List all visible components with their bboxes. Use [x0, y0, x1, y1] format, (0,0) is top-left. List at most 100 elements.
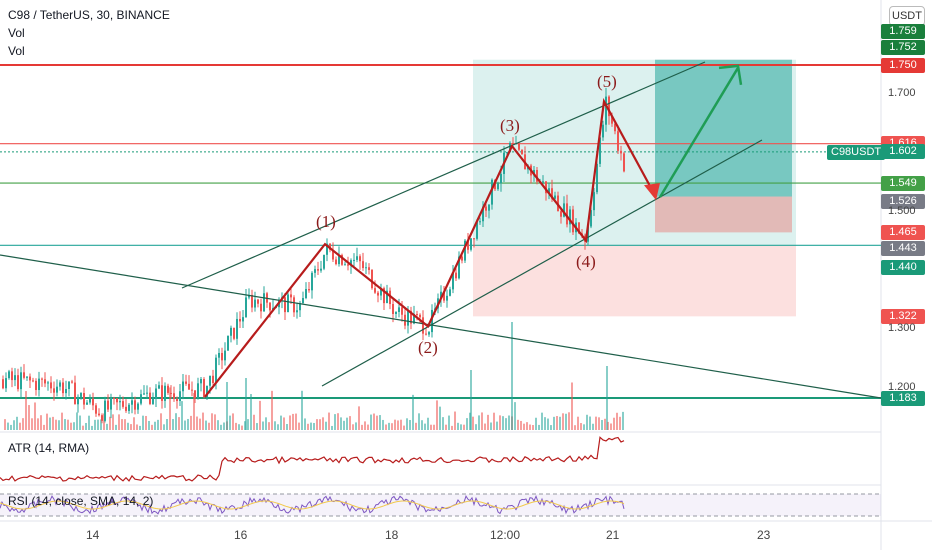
candle-body — [254, 299, 256, 308]
candle-body — [422, 317, 424, 334]
candle-body — [356, 256, 358, 260]
candle-body — [383, 288, 385, 304]
candle-body — [137, 403, 139, 410]
candle-body — [536, 170, 538, 182]
volume-bar — [466, 418, 468, 430]
volume-bar — [208, 422, 210, 430]
candle-body — [464, 240, 466, 261]
candle-body — [119, 401, 121, 403]
volume-bar — [34, 402, 36, 430]
volume-bar — [589, 416, 591, 430]
candle-body — [296, 310, 298, 313]
candle-body — [341, 254, 343, 265]
volume-bar — [94, 419, 96, 430]
candle-body — [152, 398, 154, 404]
candle-body — [290, 294, 292, 298]
volume-bar — [562, 413, 564, 430]
wave-label: (2) — [418, 338, 438, 357]
candle-body — [89, 398, 91, 403]
vol-label-1: Vol — [8, 26, 25, 40]
candle-body — [506, 152, 508, 154]
candle-body — [380, 288, 382, 296]
volume-bar — [268, 422, 270, 430]
volume-bar — [601, 419, 603, 430]
candle-body — [44, 379, 46, 384]
candle-body — [59, 382, 61, 387]
candle-body — [596, 163, 598, 193]
candle-body — [38, 378, 40, 391]
symbol-title: C98 / TetherUS, 30, BINANCE — [8, 8, 170, 22]
volume-bar — [373, 413, 375, 430]
volume-bar — [100, 419, 102, 430]
candle-body — [209, 375, 211, 386]
candle-body — [362, 261, 364, 269]
candle-body — [26, 376, 28, 378]
volume-bar — [310, 422, 312, 430]
candle-body — [191, 389, 193, 391]
candle-body — [203, 379, 205, 398]
volume-bar — [547, 418, 549, 430]
volume-bar — [10, 424, 12, 430]
volume-bar — [169, 387, 171, 430]
time-tick: 14 — [86, 528, 100, 542]
candle-body — [236, 318, 238, 339]
candle-body — [86, 402, 88, 405]
long-stop-zone — [655, 196, 792, 233]
candle-body — [548, 188, 550, 194]
price-label: 1.602 — [881, 144, 925, 160]
candle-body — [320, 268, 322, 271]
volume-bar — [409, 419, 411, 430]
volume-bar — [463, 424, 465, 430]
candle-body — [401, 307, 403, 315]
volume-bar — [121, 419, 123, 430]
volume-bar — [496, 421, 498, 430]
volume-bar — [79, 415, 81, 430]
candle-body — [311, 272, 313, 291]
candle-body — [500, 173, 502, 184]
candle-body — [164, 385, 166, 401]
candle-body — [98, 413, 100, 416]
price-label: 1.443 — [881, 241, 925, 256]
candle-body — [443, 291, 445, 301]
volume-bar — [235, 422, 237, 430]
candle-body — [68, 381, 70, 390]
candle-body — [122, 401, 124, 407]
candle-body — [593, 192, 595, 211]
candle-body — [563, 203, 565, 217]
volume-bar — [256, 423, 258, 430]
candle-body — [467, 240, 469, 250]
volume-bar — [436, 400, 438, 430]
volume-bar — [606, 366, 608, 430]
volume-bar — [97, 419, 99, 430]
candle-body — [287, 294, 289, 313]
currency-button[interactable]: USDT — [889, 6, 925, 26]
volume-bar — [277, 424, 279, 430]
volume-bar — [595, 416, 597, 430]
candle-body — [590, 210, 592, 227]
volume-bar — [229, 415, 231, 430]
candle-body — [326, 243, 328, 255]
wave-label: (5) — [597, 72, 617, 91]
volume-bar — [367, 424, 369, 430]
candle-body — [200, 379, 202, 384]
volume-bar — [241, 425, 243, 430]
candle-body — [317, 269, 319, 271]
candle-body — [512, 142, 514, 145]
volume-bar — [553, 416, 555, 430]
volume-bar — [541, 412, 543, 430]
candle-body — [491, 179, 493, 205]
volume-bar — [334, 414, 336, 430]
volume-bar — [178, 417, 180, 430]
volume-bar — [385, 424, 387, 430]
volume-bar — [535, 417, 537, 430]
price-label: 1.183 — [881, 390, 925, 406]
candle-body — [158, 385, 160, 389]
candle-body — [305, 289, 307, 299]
volume-bar — [325, 421, 327, 430]
volume-bar — [199, 418, 201, 430]
volume-bar — [82, 425, 84, 430]
volume-bar — [88, 415, 90, 430]
candle-body — [416, 313, 418, 315]
candle-body — [56, 386, 58, 393]
